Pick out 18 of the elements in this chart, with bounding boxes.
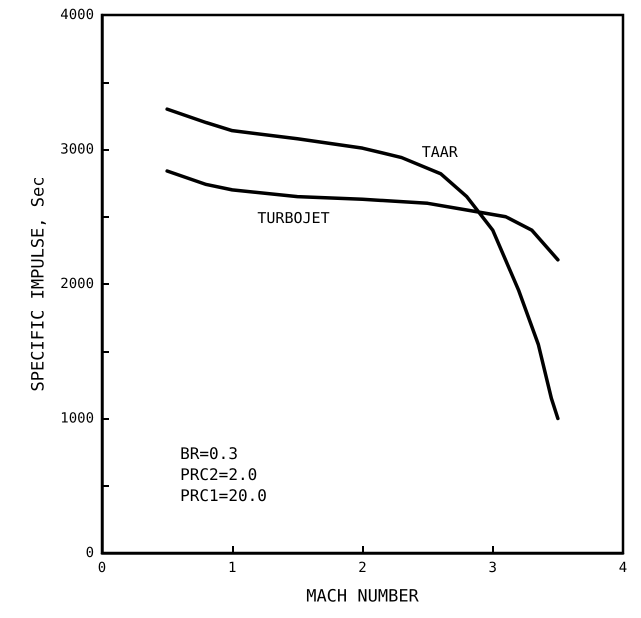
y-tick-label: 4000 <box>60 7 94 23</box>
x-tick-label: 3 <box>488 560 497 576</box>
y-tick-label: 2000 <box>60 276 94 292</box>
annotation: PRC2=2.0 <box>180 464 258 484</box>
y-tick-label: 1000 <box>60 410 94 426</box>
series-label: TAAR <box>422 143 459 162</box>
y-tick-label: 3000 <box>60 142 94 158</box>
x-tick-label: 4 <box>618 560 628 576</box>
annotation: PRC1=20.0 <box>180 486 267 505</box>
x-tick-label: 0 <box>98 560 106 576</box>
x-axis-title: MACH NUMBER <box>306 586 420 606</box>
x-tick-label: 1 <box>228 560 236 576</box>
line-series <box>165 107 560 420</box>
y-axis-title: SPECIFIC IMPULSE, Sec <box>28 176 48 392</box>
x-tick-label: 2 <box>358 560 367 576</box>
series-label: TURBOJET <box>257 209 330 228</box>
annotation: BR=0.3 <box>180 444 238 463</box>
y-tick-label: 0 <box>86 545 94 561</box>
